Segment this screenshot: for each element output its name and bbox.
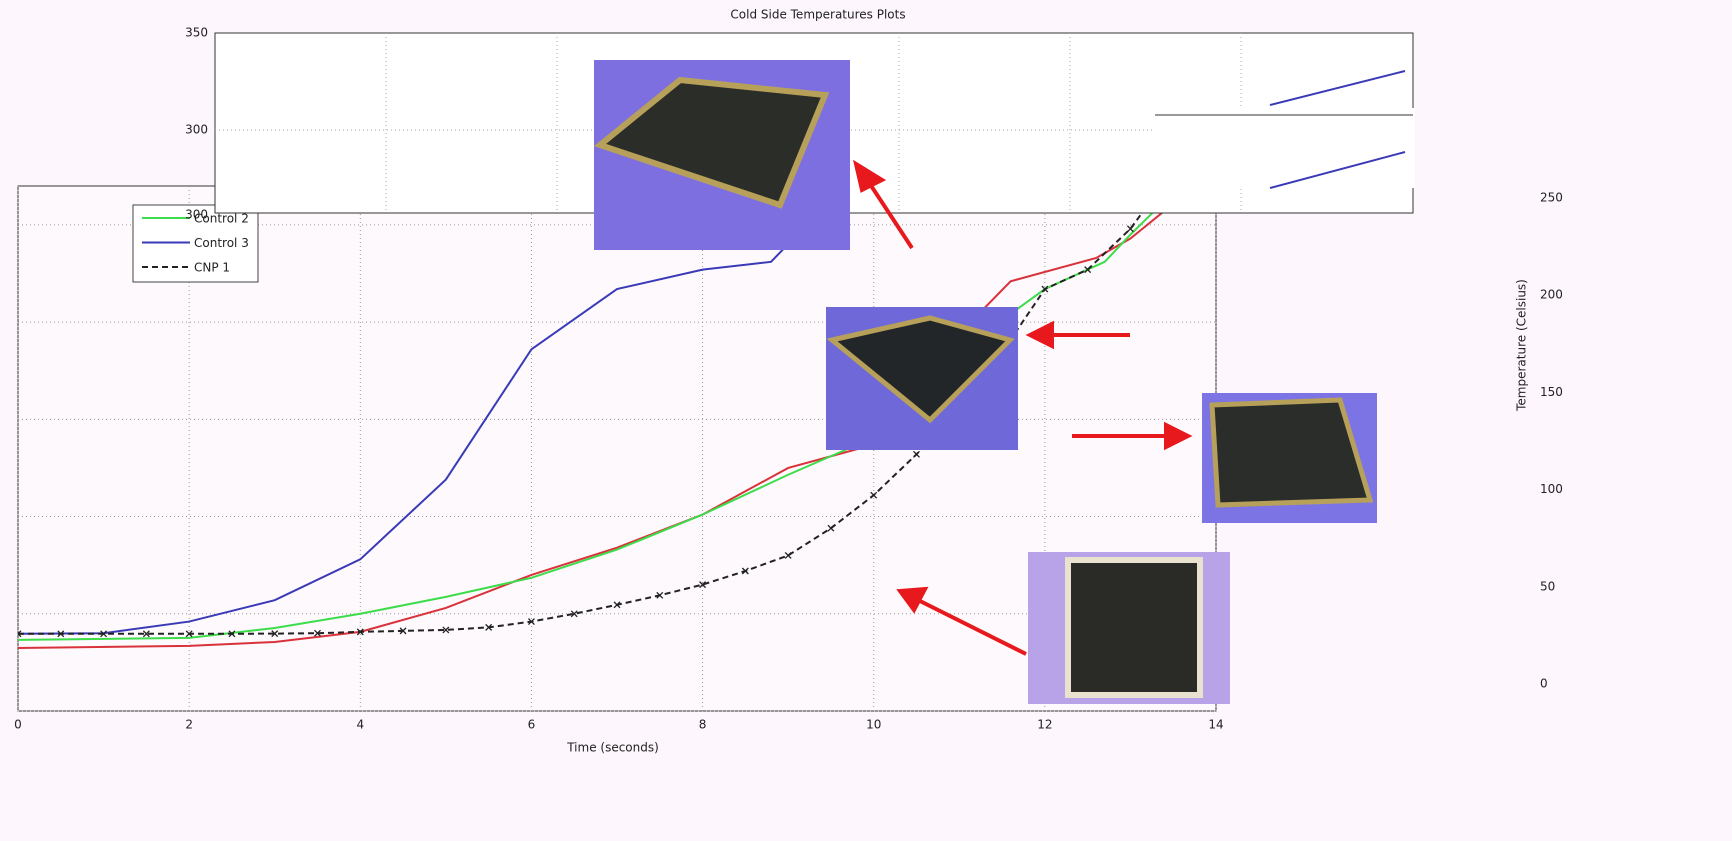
y-axis-label: Temperature (Celsius) <box>1515 279 1529 412</box>
y-tick-label: 200 <box>1540 288 1563 302</box>
legend-label: CNP 1 <box>194 261 230 275</box>
y-tick-label: 150 <box>1540 385 1563 399</box>
x-axis-label: Time (seconds) <box>566 741 659 755</box>
chart: Control 2Control 3CNP 1 Cold Side Temper… <box>0 0 1732 837</box>
page: Control 2Control 3CNP 1 Cold Side Temper… <box>0 0 1732 837</box>
top-tick-label: 300 <box>185 123 208 137</box>
x-tick-label: 0 <box>14 718 22 732</box>
photo-sample <box>1068 560 1200 695</box>
y-tick-label: 100 <box>1540 482 1563 496</box>
y-tick-label: 50 <box>1540 579 1555 593</box>
x-tick-label: 8 <box>699 718 707 732</box>
x-tick-label: 2 <box>185 718 193 732</box>
y-tick-label: 250 <box>1540 190 1563 204</box>
top-tick-label: 350 <box>185 26 208 40</box>
x-tick-label: 4 <box>356 718 364 732</box>
x-tick-label: 10 <box>866 718 881 732</box>
x-tick-label: 14 <box>1208 718 1223 732</box>
top-tick-label: 300 <box>185 208 208 222</box>
legend-label: Control 3 <box>194 236 249 250</box>
chart-title: Cold Side Temperatures Plots <box>730 8 905 22</box>
top-panel-patch <box>1155 108 1415 188</box>
x-tick-label: 6 <box>528 718 536 732</box>
photo-sample <box>1212 400 1370 505</box>
y-tick-label: 0 <box>1540 677 1548 691</box>
x-tick-label: 12 <box>1037 718 1052 732</box>
